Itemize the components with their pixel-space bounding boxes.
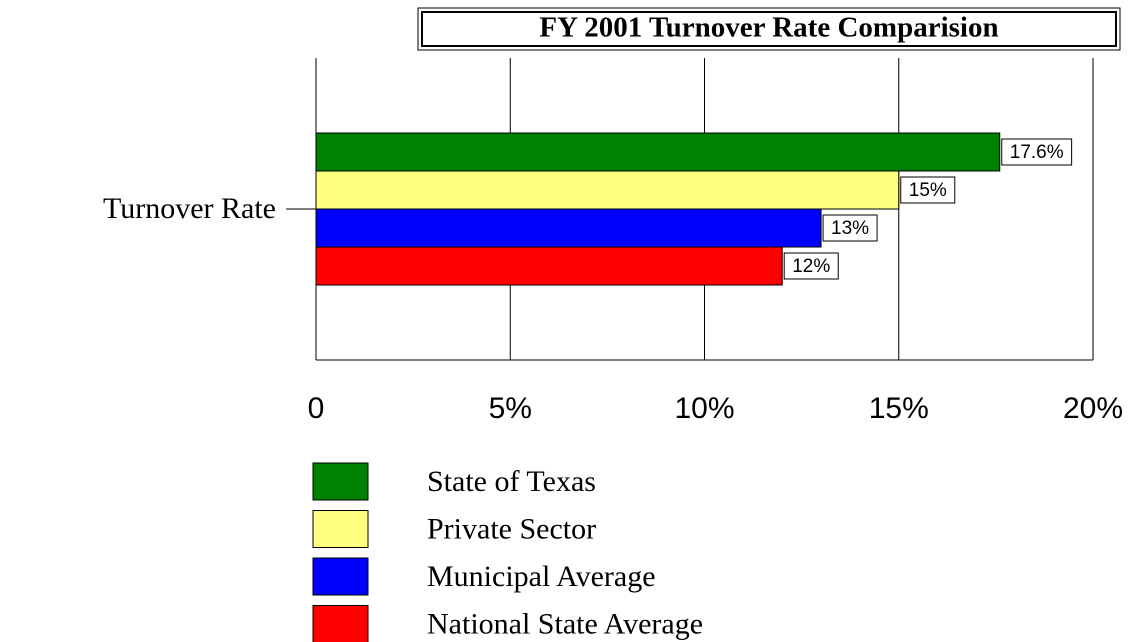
value-label-box <box>822 214 878 242</box>
chart-title: FY 2001 Turnover Rate Comparision <box>539 12 998 44</box>
bar <box>315 170 900 210</box>
x-tick-label: 10% <box>674 392 734 425</box>
legend-label: Private Sector <box>427 512 596 545</box>
value-label-box <box>900 176 956 204</box>
x-tick-label: 5% <box>489 392 532 425</box>
title-box-inner <box>421 11 1117 47</box>
bar <box>315 246 783 286</box>
value-label: 12% <box>792 256 830 277</box>
legend-swatch <box>312 605 369 642</box>
value-label: 13% <box>831 218 869 239</box>
title-box <box>417 7 1121 51</box>
y-tick-label: Turnover Rate <box>103 192 276 225</box>
x-tick-label: 15% <box>869 392 929 425</box>
legend-swatch <box>312 462 369 501</box>
legend-swatch <box>312 557 369 596</box>
value-label-box <box>783 252 839 280</box>
x-tick-label: 0 <box>308 392 325 425</box>
bar <box>315 208 822 248</box>
bar <box>315 132 1001 172</box>
legend-label: State of Texas <box>427 465 596 498</box>
legend-swatch <box>312 510 369 548</box>
value-label: 17.6% <box>1010 142 1064 163</box>
value-label: 15% <box>909 180 947 201</box>
x-tick-label: 20% <box>1063 392 1123 425</box>
value-label-box <box>1001 138 1073 166</box>
legend-label: Municipal Average <box>427 560 656 593</box>
legend-label: National State Average <box>427 607 703 640</box>
